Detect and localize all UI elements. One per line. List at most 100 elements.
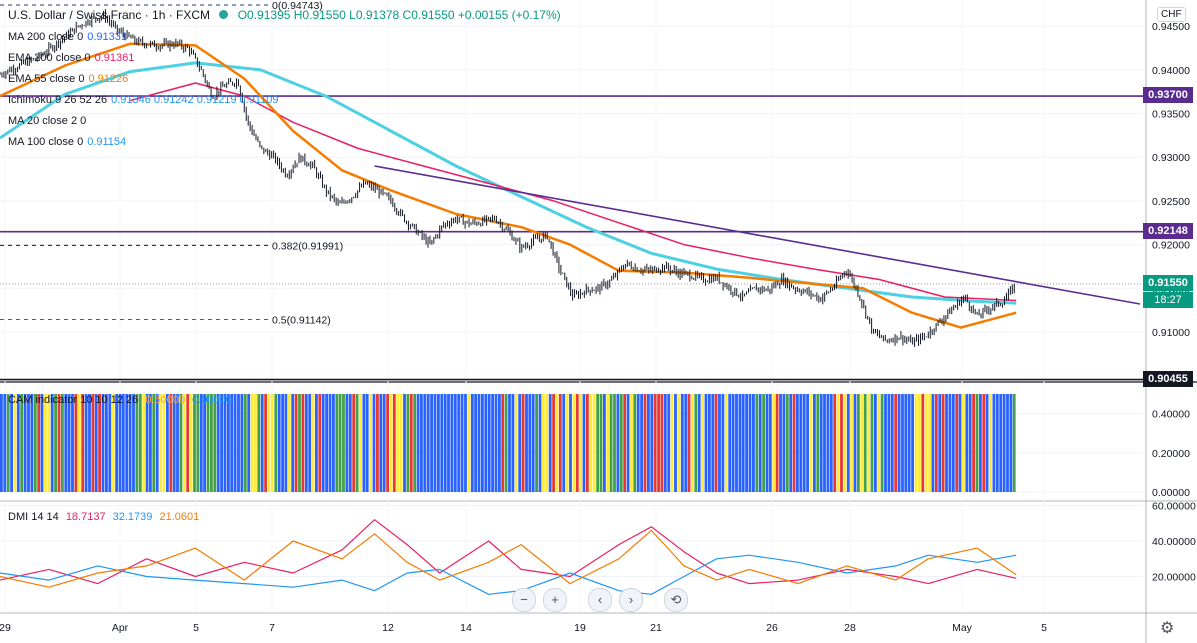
settings-gear-icon[interactable]: ⚙ — [1160, 620, 1175, 637]
cam-bar — [494, 394, 498, 492]
indicator-value: 0.91226 — [88, 73, 129, 85]
indicator-legend-row[interactable]: MA 200 close 0 0.91331 — [8, 31, 127, 43]
x-tick-label: 12 — [382, 622, 394, 634]
indicator-legend-row[interactable]: EMA 200 close 0 0.91361 — [8, 52, 134, 64]
cam-bar — [880, 394, 884, 492]
cam-bar — [27, 394, 30, 492]
cam-bar — [108, 394, 112, 492]
cam-bar — [890, 394, 894, 492]
cam-bar — [399, 394, 403, 492]
cam-bar — [298, 394, 301, 492]
cam-bar — [145, 394, 149, 492]
cam-bar — [409, 394, 413, 492]
cam-bar — [843, 394, 847, 492]
dmi-legend: DMI 14 14 18.7137 32.1739 21.0601 — [8, 511, 199, 523]
cam-bar — [829, 394, 833, 492]
cam-bar — [887, 394, 891, 492]
dmi-legend-label[interactable]: DMI 14 14 — [8, 511, 59, 523]
cam-bar — [416, 394, 420, 492]
price-tag-resistance: 0.93700 — [1143, 87, 1193, 104]
cam-bar — [860, 394, 864, 492]
cam-bar — [413, 394, 417, 492]
cam-bar — [545, 394, 549, 492]
symbol-title[interactable]: U.S. Dollar / Swiss Franc · 1h · FXCM — [8, 8, 211, 22]
cam-bar — [1009, 394, 1013, 492]
cam-bar — [975, 394, 979, 492]
cam-bar — [81, 394, 85, 492]
reset-chart-button[interactable]: ⟲ — [664, 588, 688, 612]
cam-bar — [558, 394, 562, 492]
cam-bar — [176, 394, 179, 492]
cam-bar — [54, 394, 57, 492]
cam-bar — [94, 394, 98, 492]
indicator-legend-row[interactable]: EMA 55 close 0 0.91226 — [8, 73, 128, 85]
cam-bar — [630, 394, 633, 492]
scroll-left-button[interactable]: ‹ — [588, 588, 612, 612]
cam-bar — [589, 394, 593, 492]
y-tick-label: 0.92500 — [1152, 196, 1190, 208]
cam-bar — [562, 394, 566, 492]
cam-bar — [897, 394, 901, 492]
indicator-value: 0.91154 — [87, 136, 127, 148]
cam-bar — [938, 394, 942, 492]
cam-bar — [304, 394, 308, 492]
cam-bar — [741, 394, 745, 492]
cam-bar — [616, 394, 620, 492]
cam-bar — [61, 394, 64, 492]
zoom-out-button[interactable]: − — [512, 588, 536, 612]
cam-bar — [501, 394, 505, 492]
cam-bar — [948, 394, 952, 492]
cam-bar — [20, 394, 24, 492]
cam-bar — [647, 394, 650, 492]
cam-bar — [216, 394, 220, 492]
cam-bar — [437, 394, 440, 492]
price-tag-current: 0.91550 — [1143, 274, 1193, 291]
cam-bar — [711, 394, 715, 492]
x-tick-label: Apr — [112, 622, 129, 634]
cam-bar — [74, 394, 78, 492]
cam-bar — [995, 394, 999, 492]
cam-bar — [162, 394, 166, 492]
cam-legend-label[interactable]: CAM indicator 10 10 12 26 — [8, 394, 139, 406]
cam-bar — [931, 394, 935, 492]
cam-bar — [47, 394, 51, 492]
currency-button[interactable]: CHF — [1157, 7, 1186, 22]
cam-bar — [132, 394, 135, 492]
dmi-series-line — [0, 519, 1017, 585]
cam-bar — [57, 394, 61, 492]
cam-bar — [724, 394, 728, 492]
cam-bar — [379, 394, 383, 492]
cam-bar — [1012, 394, 1016, 492]
fib-level-label: 0.382(0.91991) — [272, 240, 343, 252]
cam-bar — [467, 394, 471, 492]
cam-bar — [667, 394, 671, 492]
cam-bar — [30, 394, 34, 492]
cam-bar — [972, 394, 975, 492]
cam-bar — [694, 394, 698, 492]
cam-bar — [934, 394, 938, 492]
cam-bar — [657, 394, 660, 492]
cam-bar — [1006, 394, 1009, 492]
zoom-in-button[interactable]: + — [543, 588, 567, 612]
cam-bar — [294, 394, 298, 492]
cam-bar — [721, 394, 725, 492]
cam-bar — [10, 394, 13, 492]
cam-bar — [592, 394, 596, 492]
cam-bar — [372, 394, 376, 492]
cam-bar — [674, 394, 677, 492]
indicator-legend-row[interactable]: MA 100 close 0 0.91154 — [8, 136, 126, 148]
cam-bar — [325, 394, 328, 492]
indicator-legend-row[interactable]: MA 20 close 2 0 — [8, 115, 90, 127]
cam-bar — [233, 394, 237, 492]
cam-bar — [498, 394, 501, 492]
indicator-legend-row[interactable]: Ichimoku 9 26 52 26 0.91346 0.91242 0.912… — [8, 94, 278, 106]
cam-bar — [806, 394, 809, 492]
cam-bar — [348, 394, 352, 492]
cam-bar — [121, 394, 125, 492]
scroll-right-button[interactable]: › — [619, 588, 643, 612]
cam-bar — [149, 394, 152, 492]
x-tick-label: 29 — [0, 622, 11, 634]
cam-bar — [77, 394, 81, 492]
cam-bar — [464, 394, 467, 492]
